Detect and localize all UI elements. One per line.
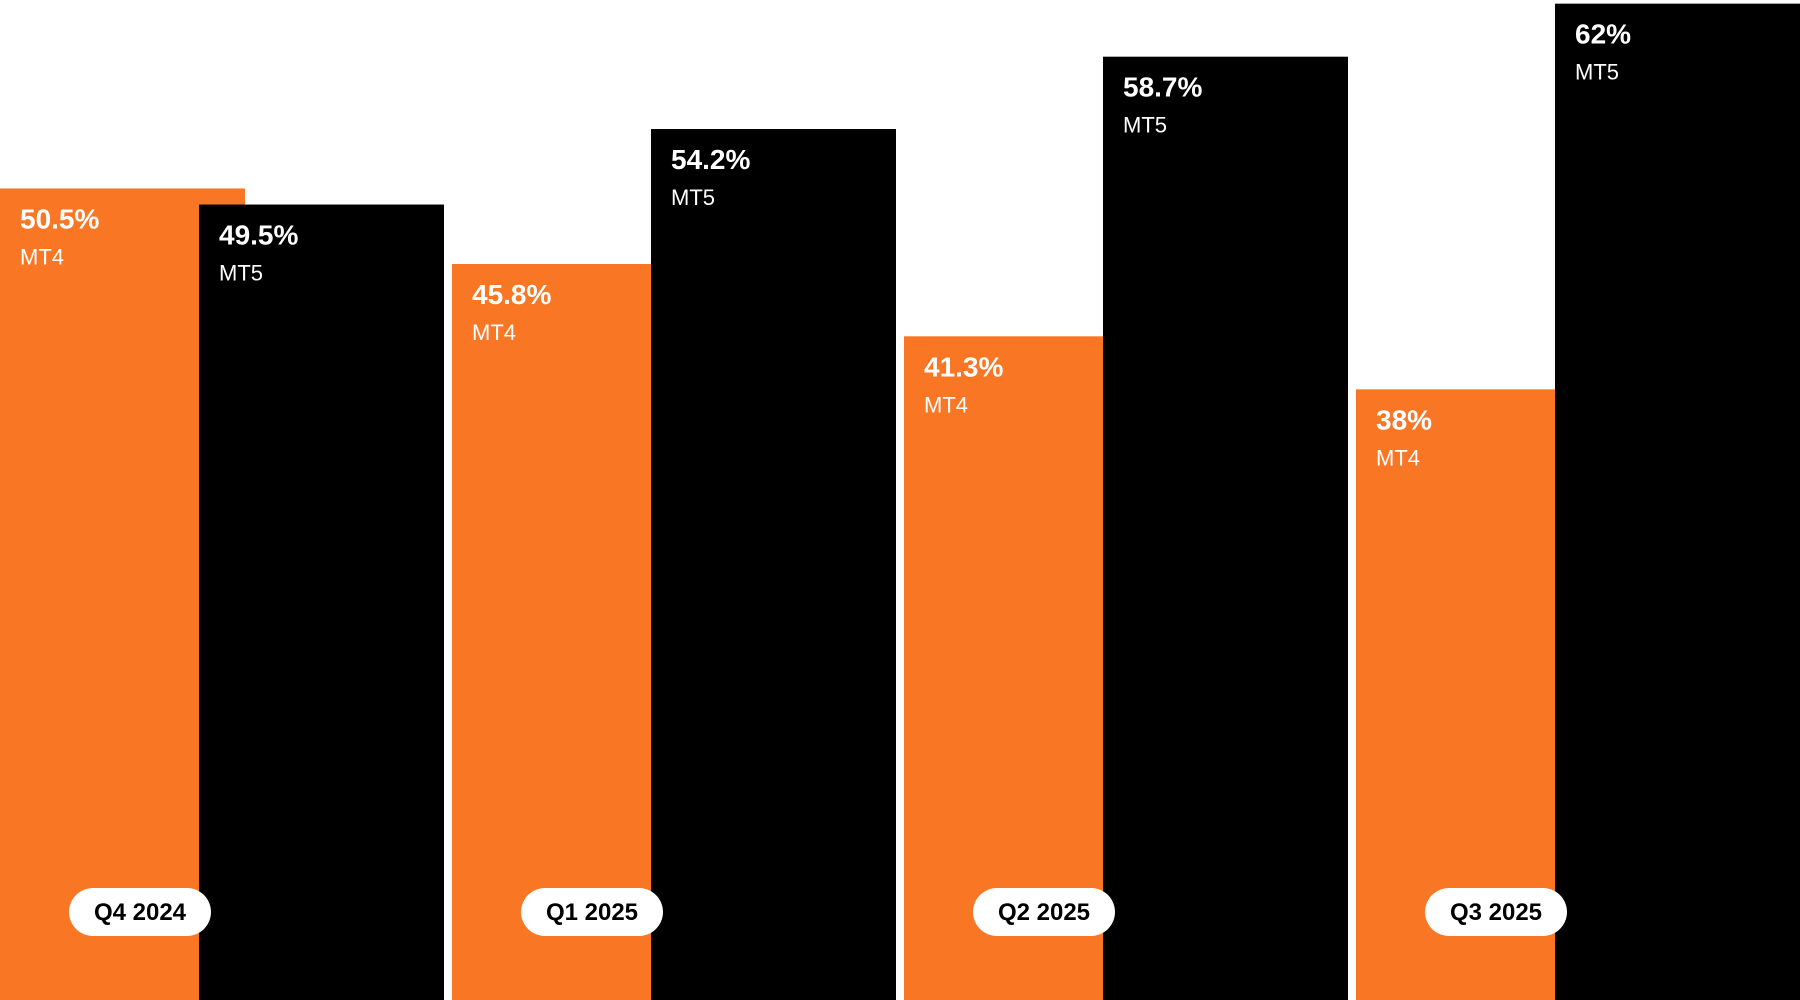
category-pill <box>973 888 1115 936</box>
category-pill <box>521 888 663 936</box>
category-tick-label: Q4 2024 <box>94 899 187 926</box>
data-label-mt5-series: MT5 <box>1575 60 1619 85</box>
data-label-mt4-series: MT4 <box>924 392 968 417</box>
category-tick-label: Q3 2025 <box>1450 899 1542 926</box>
category-pill <box>69 888 211 936</box>
category-group-q3-2025: 38% MT4 62% MT5 Q3 2025 <box>1356 3 1800 1000</box>
data-label-mt5-series: MT5 <box>1123 113 1167 138</box>
data-label-mt5-series: MT5 <box>219 261 263 286</box>
data-label-mt5-value: 54.2% <box>671 144 750 175</box>
bar-mt5-q4-2024 <box>199 204 444 1000</box>
data-label-mt4-series: MT4 <box>472 320 516 345</box>
data-label-mt4-value: 50.5% <box>20 203 99 234</box>
data-label-mt4-value: 45.8% <box>472 279 551 310</box>
bar-mt5-q2-2025 <box>1103 56 1348 1000</box>
data-label-mt5-value: 49.5% <box>219 220 298 251</box>
category-group-q1-2025: 45.8% MT4 54.2% MT5 Q1 2025 <box>452 129 896 1000</box>
data-label-mt5-value: 58.7% <box>1123 72 1202 103</box>
data-label-mt4-series: MT4 <box>20 244 64 269</box>
category-tick-label: Q2 2025 <box>998 899 1090 926</box>
data-label-mt5-value: 62% <box>1575 19 1631 50</box>
data-label-mt4-series: MT4 <box>1376 445 1420 470</box>
bar-mt5-q3-2025 <box>1555 3 1800 1000</box>
category-group-q2-2025: 41.3% MT4 58.7% MT5 Q2 2025 <box>904 56 1348 1000</box>
data-label-mt5-series: MT5 <box>671 185 715 210</box>
category-tick-label: Q1 2025 <box>546 899 638 926</box>
category-group-q4-2024: 50.5% MT4 49.5% MT5 Q4 2024 <box>0 188 444 1000</box>
data-label-mt4-value: 38% <box>1376 404 1432 435</box>
bar-mt5-q1-2025 <box>651 129 896 1000</box>
data-label-mt4-value: 41.3% <box>924 351 1003 382</box>
category-pill <box>1425 888 1567 936</box>
